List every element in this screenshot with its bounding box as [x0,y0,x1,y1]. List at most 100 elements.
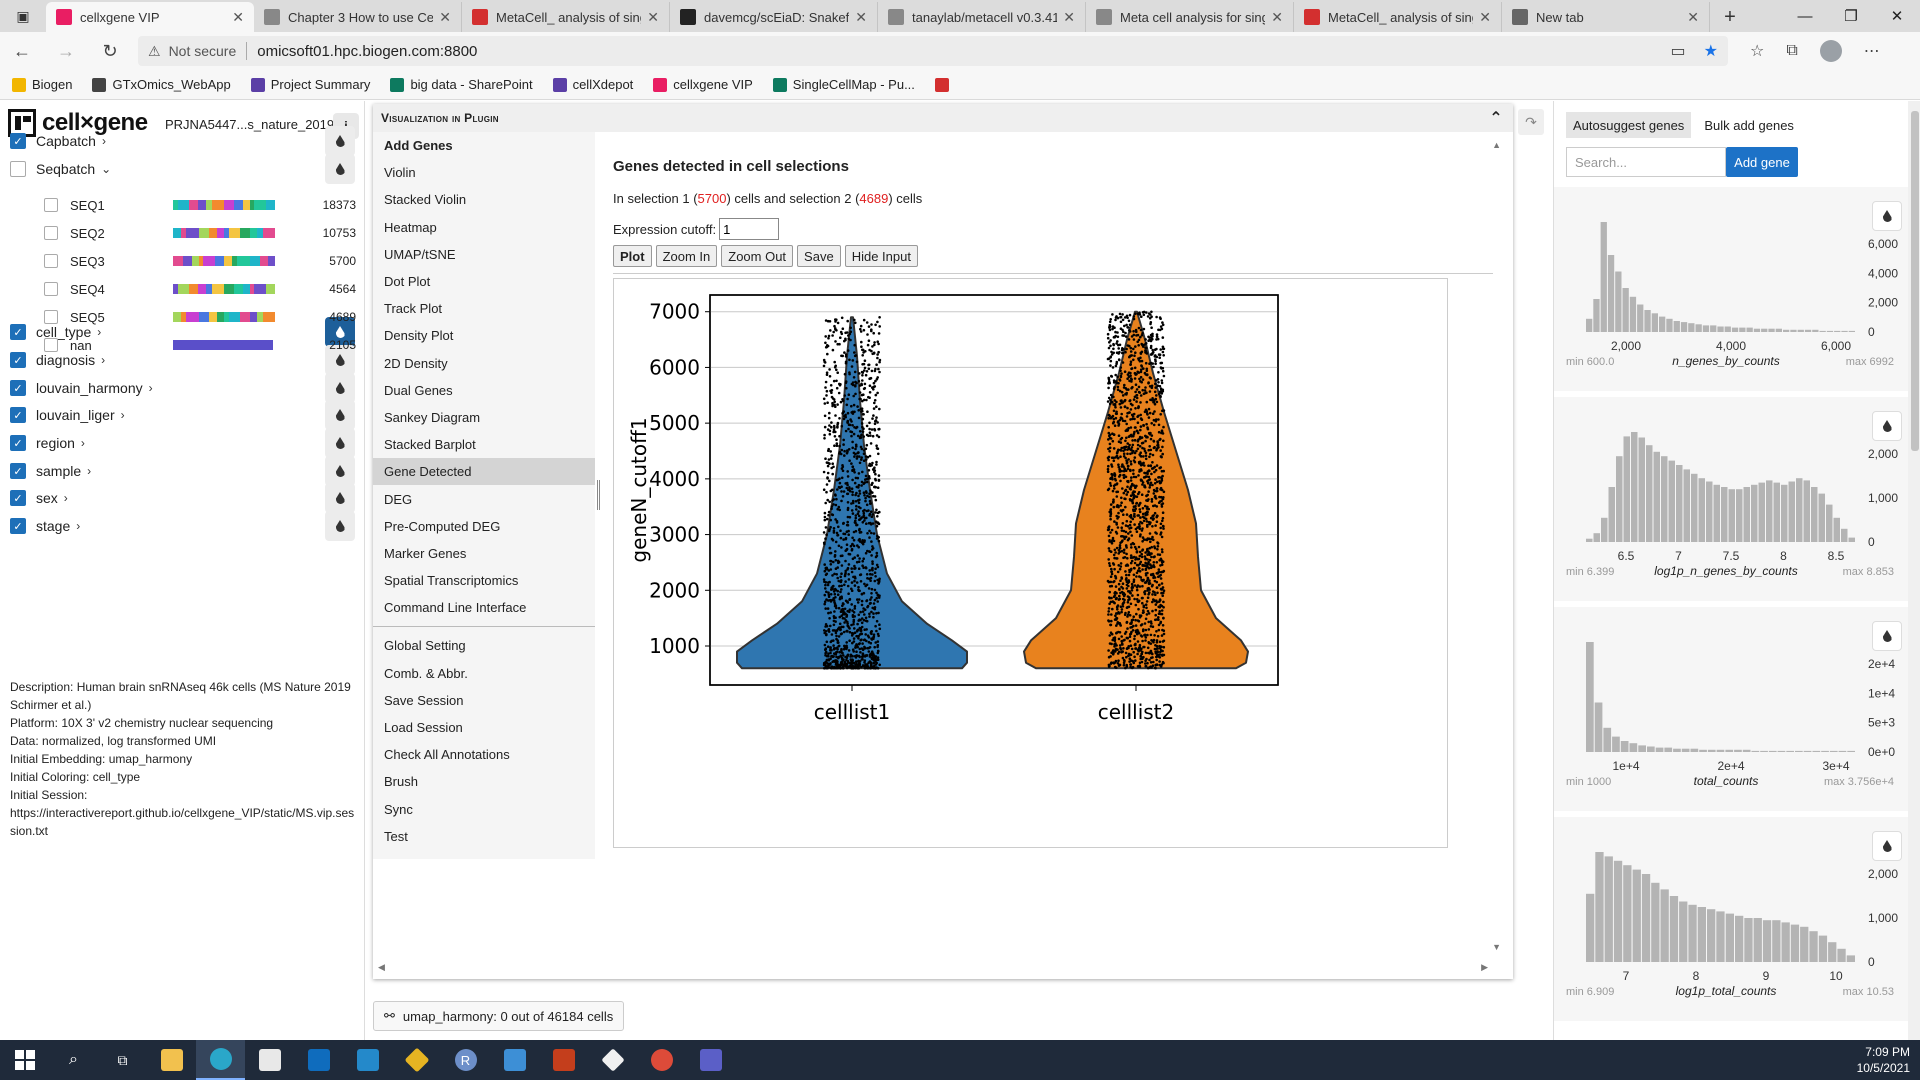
expand-chevron-icon[interactable]: › [148,381,153,395]
plugin-menu-item[interactable]: Dot Plot [384,274,431,290]
color-by-drop-icon[interactable] [325,428,355,458]
color-by-drop-icon[interactable] [1872,831,1902,861]
browser-tab[interactable]: cellxgene VIP ✕ [46,2,254,32]
expand-chevron-icon[interactable]: › [87,464,92,478]
tab-autosuggest-genes[interactable]: Autosuggest genes [1566,112,1692,138]
seqbatch-value-row[interactable]: SEQ2 10753 [0,220,365,246]
collections-icon[interactable]: ⧉ [1786,42,1798,59]
value-checkbox[interactable] [44,338,58,352]
profile-avatar[interactable] [1819,40,1842,62]
color-by-drop-icon[interactable] [1872,621,1902,651]
gene-search-input[interactable]: Search... [1566,147,1726,177]
right-scrollbar[interactable] [1908,101,1920,1040]
plugin-menu-item[interactable]: Stacked Violin [384,192,467,208]
plugin-menu-item[interactable]: Violin [384,165,416,181]
browser-tab[interactable]: tanaylab/metacell v0.3.41 ✕ [878,2,1086,32]
color-by-drop-icon[interactable] [325,345,355,375]
cutoff-input[interactable] [719,218,780,240]
color-by-drop-icon[interactable] [325,456,355,486]
category-sex[interactable]: ✓ sex › [0,483,365,513]
r-icon[interactable]: R [441,1040,490,1080]
plugin-menu-item[interactable]: UMAP/tSNE [384,246,456,262]
plugin-menu-item[interactable]: Load Session [384,720,463,736]
scroll-left-icon[interactable]: ◀ [378,962,385,972]
category-louvain-harmony[interactable]: ✓ louvain_harmony › [0,373,365,403]
git-icon[interactable] [392,1040,441,1080]
category-cell-type[interactable]: ✓ cell_type › [0,317,365,347]
category-Capbatch[interactable]: ✓ Capbatch › [0,126,365,156]
expand-chevron-icon[interactable]: ⌄ [101,162,112,176]
scroll-up-icon[interactable]: ▲ [1492,140,1501,150]
restore-icon[interactable]: ❐ [1844,8,1858,25]
category-checkbox[interactable]: ✓ [10,518,26,534]
bookmark-item[interactable]: GTxOmics_WebApp [92,77,231,92]
browser-tab[interactable]: MetaCell_ analysis of singl ✕ [1294,2,1502,32]
category-checkbox[interactable]: ✓ [10,324,26,340]
category-stage[interactable]: ✓ stage › [0,511,365,541]
browser-tab[interactable]: MetaCell_ analysis of singl ✕ [462,2,670,32]
value-checkbox[interactable] [44,310,58,324]
value-checkbox[interactable] [44,226,58,240]
bookmark-item[interactable]: cellxgene VIP [653,77,753,92]
plugin-menu-item[interactable]: Add Genes [384,138,453,154]
value-checkbox[interactable] [44,254,58,268]
split-handle[interactable] [597,480,600,510]
bookmark-item[interactable]: Biogen [12,77,72,92]
plugin-menu-item[interactable]: Density Plot [384,328,454,344]
expand-chevron-icon[interactable]: › [120,408,125,422]
outlook-icon[interactable] [294,1040,343,1080]
start-icon[interactable] [0,1040,49,1080]
plugin-menu-item[interactable]: Gene Detected [373,458,595,486]
powerpoint-icon[interactable] [539,1040,588,1080]
plugin-menu-item[interactable]: Save Session [384,692,464,708]
color-by-drop-icon[interactable] [325,400,355,430]
value-checkbox[interactable] [44,282,58,296]
url-field[interactable]: ⚠ Not secure omicsoft01.hpc.biogen.com:8… [138,36,1728,66]
file-explorer-icon[interactable] [147,1040,196,1080]
photos-icon[interactable] [490,1040,539,1080]
value-checkbox[interactable] [44,198,58,212]
reload-icon[interactable]: ↻ [102,40,118,61]
expand-chevron-icon[interactable]: › [101,353,106,367]
browser-tab[interactable]: New tab ✕ [1502,2,1710,32]
plugin-menu-item[interactable]: Spatial Transcriptomics [384,573,519,589]
tab-close-icon[interactable]: ✕ [647,8,659,25]
seqbatch-value-row[interactable]: SEQ4 4564 [0,276,365,302]
tab-close-icon[interactable]: ✕ [1479,8,1491,25]
add-gene-button[interactable]: Add gene [1726,147,1798,177]
zoom-out-button[interactable]: Zoom Out [721,245,794,267]
plugin-menu-item[interactable]: Sankey Diagram [384,409,481,425]
plugin-menu-item[interactable]: Pre-Computed DEG [384,518,501,534]
reader-view-icon[interactable]: ▭ [1670,43,1686,60]
color-by-drop-icon[interactable] [325,483,355,513]
save-button[interactable]: Save [797,245,841,267]
category-checkbox[interactable]: ✓ [10,435,26,451]
favorites-icon[interactable]: ☆ [1750,43,1765,60]
teams-icon[interactable] [686,1040,735,1080]
bookmark-item[interactable]: SingleCellMap - Pu... [772,77,915,92]
store-icon[interactable] [245,1040,294,1080]
scrollbar-thumb[interactable] [1911,111,1919,451]
back-icon[interactable]: ← [13,40,31,61]
seqbatch-value-row[interactable]: nan 2105 [0,332,365,358]
category-checkbox[interactable]: ✓ [10,463,26,479]
seqbatch-value-row[interactable]: SEQ1 18373 [0,192,365,218]
chrome-icon[interactable] [637,1040,686,1080]
edge-icon[interactable] [196,1040,245,1080]
color-by-drop-icon[interactable] [325,317,355,347]
category-region[interactable]: ✓ region › [0,428,365,458]
category-checkbox[interactable]: ✓ [10,352,26,368]
seqbatch-value-row[interactable]: SEQ5 4689 [0,304,365,330]
task-view-icon[interactable]: ⧉ [117,1051,128,1068]
color-by-drop-icon[interactable] [325,126,355,156]
tab-close-icon[interactable]: ✕ [855,8,867,25]
plugin-menu-item[interactable]: 2D Density [384,355,448,371]
more-menu-icon[interactable]: ⋯ [1863,43,1880,60]
vscode-icon[interactable] [343,1040,392,1080]
plugin-menu-item[interactable]: DEG [384,491,413,507]
plugin-menu-item[interactable]: Heatmap [384,219,437,235]
search-icon[interactable]: ⌕ [69,1051,78,1068]
